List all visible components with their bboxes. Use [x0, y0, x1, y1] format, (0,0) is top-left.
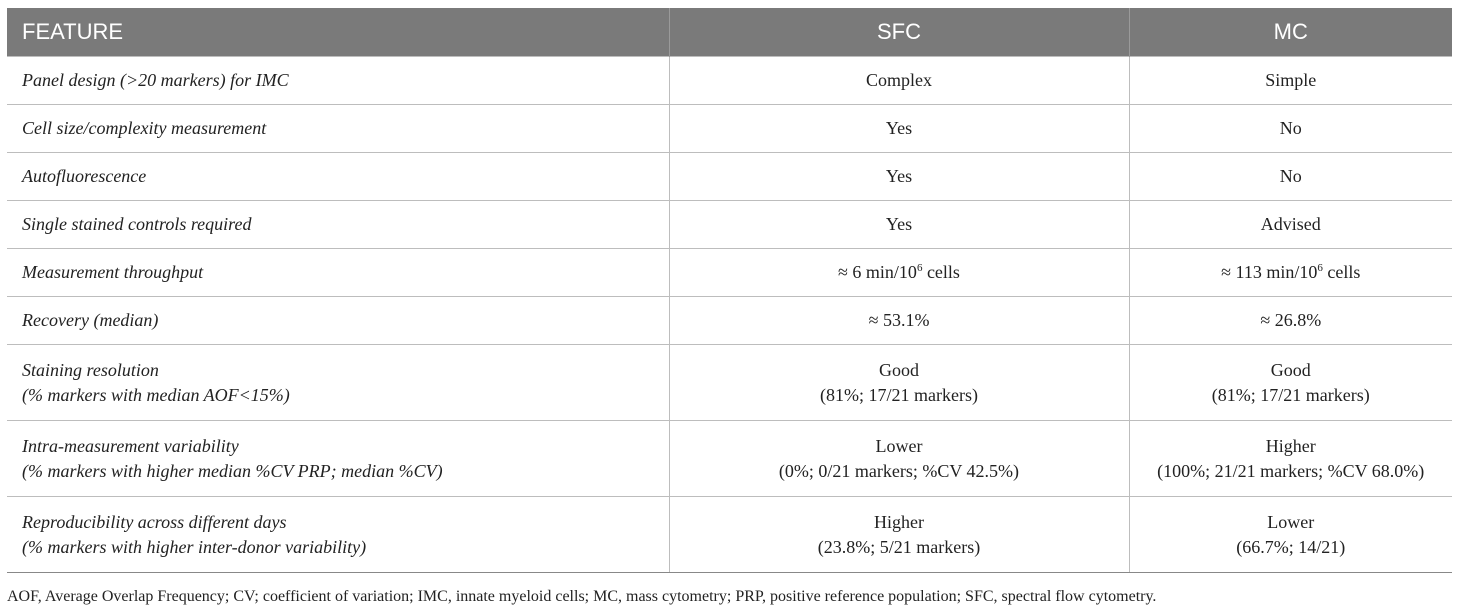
mc-cell: Lower (66.7%; 14/21)	[1128, 496, 1452, 573]
sfc-cell: Yes	[668, 200, 1129, 249]
mc-line-1: Lower	[1267, 511, 1315, 532]
feature-line-2: (% markers with higher inter-donor varia…	[22, 536, 367, 557]
feature-line-2: (% markers with higher median %CV PRP; m…	[22, 460, 443, 481]
table-row: Single stained controls required Yes Adv…	[7, 200, 1452, 249]
mc-cell: Good (81%; 17/21 markers)	[1128, 344, 1452, 421]
mc-throughput-unit: cells	[1322, 262, 1361, 282]
table-header-row: FEATURE SFC MC	[7, 8, 1452, 57]
mc-cell: Higher (100%; 21/21 markers; %CV 68.0%)	[1128, 420, 1452, 497]
feature-cell: Intra-measurement variability (% markers …	[7, 420, 669, 497]
mc-line-1: Higher	[1265, 435, 1316, 456]
table-row: Reproducibility across different days (% …	[7, 496, 1452, 573]
mc-throughput-exponent: 6	[1317, 262, 1323, 274]
feature-cell: Staining resolution (% markers with media…	[7, 344, 669, 421]
sfc-line-2: (0%; 0/21 markers; %CV 42.5%)	[778, 460, 1020, 481]
feature-cell: Cell size/complexity measurement	[7, 104, 669, 153]
feature-line-1: Reproducibility across different days	[22, 511, 287, 532]
header-feature: FEATURE	[7, 8, 669, 57]
sfc-line-2: (81%; 17/21 markers)	[820, 384, 978, 405]
sfc-line-1: Higher	[874, 511, 924, 532]
feature-cell: Recovery (median)	[7, 296, 669, 345]
mc-cell: ≈ 113 min/106 cells	[1128, 248, 1452, 297]
sfc-line-1: Good	[879, 359, 919, 380]
sfc-cell: Higher (23.8%; 5/21 markers)	[668, 496, 1129, 573]
comparison-table: FEATURE SFC MC Panel design (>20 markers…	[7, 8, 1452, 573]
feature-cell: Reproducibility across different days (% …	[7, 496, 669, 573]
sfc-cell: Yes	[668, 104, 1129, 153]
mc-cell: No	[1128, 152, 1452, 201]
sfc-cell: ≈ 6 min/106 cells	[668, 248, 1129, 297]
header-mc: MC	[1128, 8, 1452, 57]
sfc-line-2: (23.8%; 5/21 markers)	[817, 536, 981, 557]
mc-cell: No	[1128, 104, 1452, 153]
sfc-throughput-unit: cells	[922, 262, 960, 282]
table-footnote: AOF, Average Overlap Frequency; CV; coef…	[7, 588, 1157, 605]
table-row: Panel design (>20 markers) for IMC Compl…	[7, 56, 1452, 105]
sfc-cell: Lower (0%; 0/21 markers; %CV 42.5%)	[668, 420, 1129, 497]
feature-cell: Panel design (>20 markers) for IMC	[7, 56, 669, 105]
mc-line-2: (66.7%; 14/21)	[1236, 536, 1346, 557]
feature-cell: Autofluorescence	[7, 152, 669, 201]
sfc-line-1: Lower	[875, 435, 923, 456]
feature-cell: Measurement throughput	[7, 248, 669, 297]
table-row: Autofluorescence Yes No	[7, 152, 1452, 201]
mc-cell: Simple	[1128, 56, 1452, 105]
feature-line-2: (% markers with median AOF<15%)	[22, 384, 290, 405]
feature-line-1: Intra-measurement variability	[22, 435, 239, 456]
sfc-throughput-text: ≈ 6 min/10	[838, 262, 917, 282]
mc-line-1: Good	[1270, 359, 1311, 380]
feature-cell: Single stained controls required	[7, 200, 669, 249]
sfc-cell: ≈ 53.1%	[668, 296, 1129, 345]
table-row: Cell size/complexity measurement Yes No	[7, 104, 1452, 153]
table-row: Intra-measurement variability (% markers …	[7, 420, 1452, 497]
sfc-cell: Good (81%; 17/21 markers)	[668, 344, 1129, 421]
table-row: Recovery (median) ≈ 53.1% ≈ 26.8%	[7, 296, 1452, 345]
mc-cell: ≈ 26.8%	[1128, 296, 1452, 345]
sfc-cell: Yes	[668, 152, 1129, 201]
table-row: Measurement throughput ≈ 6 min/106 cells…	[7, 248, 1452, 297]
header-sfc: SFC	[668, 8, 1129, 57]
table-row: Staining resolution (% markers with media…	[7, 344, 1452, 421]
sfc-cell: Complex	[668, 56, 1129, 105]
sfc-throughput-exponent: 6	[916, 262, 923, 274]
mc-line-2: (81%; 17/21 markers)	[1211, 384, 1370, 405]
feature-line-1: Staining resolution	[22, 359, 159, 380]
mc-throughput-text: ≈ 113 min/10	[1221, 262, 1318, 282]
mc-line-2: (100%; 21/21 markers; %CV 68.0%)	[1157, 460, 1425, 481]
comparison-table-container: FEATURE SFC MC Panel design (>20 markers…	[7, 8, 1452, 573]
mc-cell: Advised	[1128, 200, 1452, 249]
